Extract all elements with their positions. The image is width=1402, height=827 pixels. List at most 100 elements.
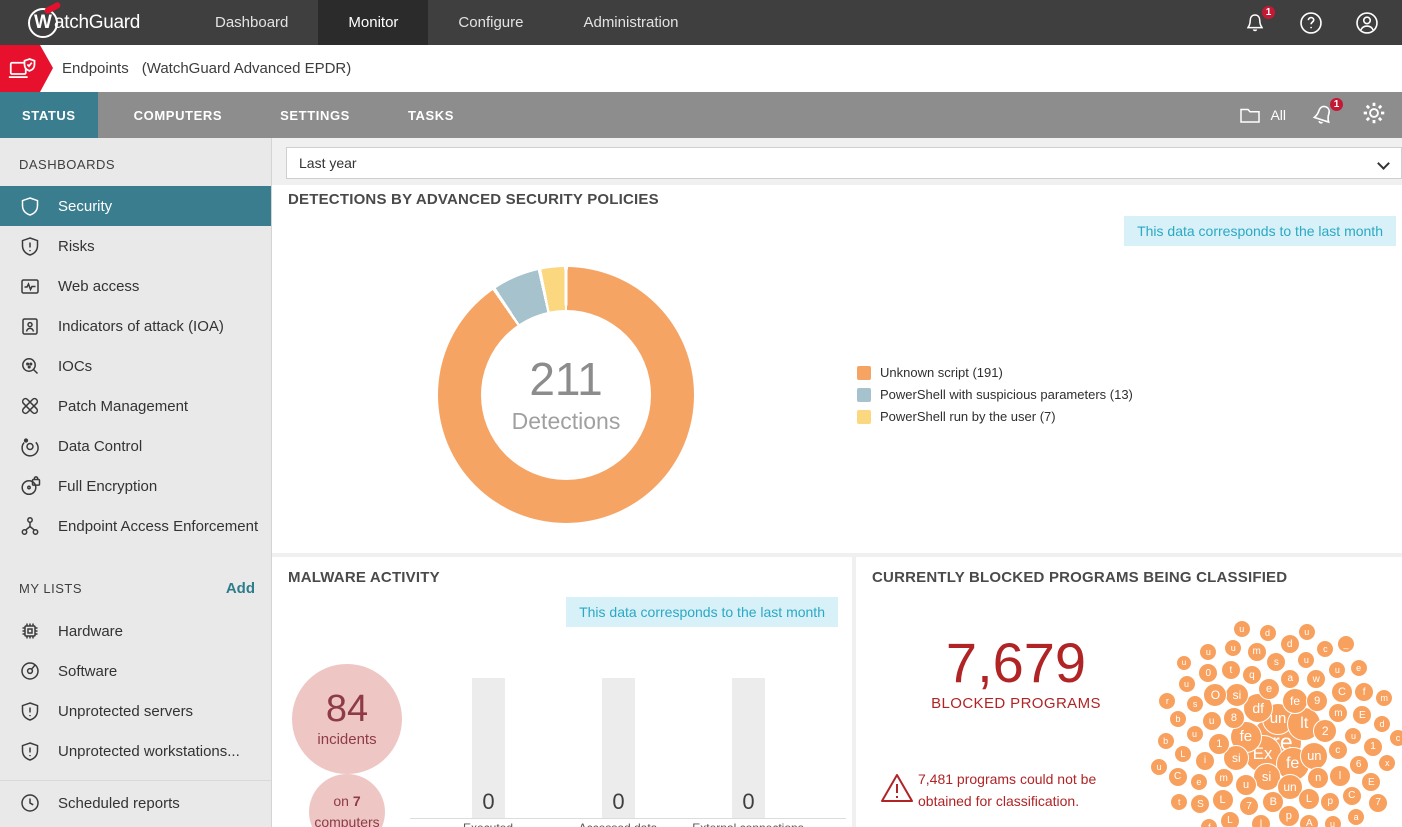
blocked-count-label: BLOCKED PROGRAMS [931, 695, 1101, 712]
sidebar-list-unprotected-workstations[interactable]: Unprotected workstations... [0, 731, 271, 771]
sidebar-item-iocs[interactable]: IOCs [0, 346, 271, 386]
tab-tasks[interactable]: TASKS [407, 107, 455, 123]
tab-status[interactable]: STATUS [0, 92, 98, 138]
sidebar-item-patch-management[interactable]: Patch Management [0, 386, 271, 426]
sidebar-item-web-access[interactable]: Web access [0, 266, 271, 306]
sidebar-list-unprotected-servers[interactable]: Unprotected servers [0, 691, 271, 731]
computers-line1: on 7 [333, 793, 361, 809]
blocked-program-bubble: c [1316, 640, 1335, 659]
filter-bar: Last year [272, 138, 1402, 185]
sidebar-list-software[interactable]: Software [0, 651, 271, 691]
shield-alert-icon [21, 237, 39, 256]
blocked-program-bubble: _ [1336, 635, 1355, 654]
blocked-program-bubble: t [1170, 793, 1189, 812]
legend-row: PowerShell with suspicious parameters (1… [857, 387, 1133, 402]
endpoints-flag-button[interactable] [0, 45, 53, 92]
sidebar-list-hardware[interactable]: Hardware [0, 611, 271, 651]
blocked-title: CURRENTLY BLOCKED PROGRAMS BEING CLASSIF… [872, 569, 1288, 586]
folder-icon [1240, 108, 1261, 123]
blocked-program-bubble: L [1297, 788, 1320, 811]
sidebar-footer-scheduled-reports[interactable]: Scheduled reports [0, 781, 271, 825]
blocked-program-bubble: d [1279, 634, 1300, 655]
blocked-program-bubble: 1 [1208, 733, 1231, 756]
detections-total-label: Detections [511, 407, 621, 434]
blocked-program-bubble: C [1167, 766, 1188, 787]
group-filter-button[interactable]: All [1238, 103, 1286, 127]
blocked-program-bubble: b [1156, 731, 1175, 750]
blocked-program-bubble: u [1344, 726, 1363, 745]
sidebar-item-data-control[interactable]: Data Control [0, 426, 271, 466]
alerts-button[interactable]: 1 [1310, 96, 1345, 128]
main-content: Last year DETECTIONS BY ADVANCED SECURIT… [272, 138, 1402, 827]
notifications-button[interactable]: 1 [1242, 3, 1277, 36]
blocked-program-bubble: C [1330, 680, 1353, 703]
blocked-count: 7,679 [945, 631, 1087, 694]
orbit-icon [21, 438, 39, 457]
nav-item-monitor[interactable]: Monitor [318, 0, 429, 45]
sidebar-item-label: IOCs [58, 357, 93, 375]
nav-item-dashboard[interactable]: Dashboard [215, 14, 289, 31]
blocked-program-bubble: d [1372, 715, 1391, 734]
malware-bar-value: 0 [482, 789, 495, 814]
sidebar-item-label: Software [58, 662, 118, 680]
malware-bar-label: Executed [408, 821, 568, 827]
detections-panel: DETECTIONS BY ADVANCED SECURITY POLICIES… [272, 185, 1402, 553]
blocked-program-bubble: r [1158, 692, 1177, 711]
help-button[interactable] [1298, 10, 1324, 36]
blocked-program-bubble: u [1150, 757, 1169, 776]
breadcrumb-product: Endpoints [62, 60, 129, 77]
blocked-program-bubble: m [1375, 689, 1394, 708]
malware-bar [472, 678, 505, 818]
blocked-program-bubble: f [1200, 818, 1219, 827]
dashboards-header: DASHBOARDS [0, 138, 271, 186]
sidebar-item-label: Patch Management [58, 397, 189, 415]
blocked-program-bubble: u [1235, 773, 1258, 796]
blocked-program-bubble: f [1354, 682, 1375, 703]
sidebar-item-risks[interactable]: Risks [0, 226, 271, 266]
blocked-program-bubble: s [1186, 694, 1205, 713]
donut-center: 211 Detections [481, 310, 651, 480]
network-icon [21, 517, 39, 535]
blocked-program-bubble: x [1378, 753, 1397, 772]
logo-circle: W [28, 7, 58, 38]
sidebar-dashboards-list: Security Risks Web access Indicators of att… [0, 186, 271, 546]
malware-bar [732, 678, 765, 818]
legend-row: Unknown script (191) [857, 365, 1133, 380]
period-select[interactable]: Last year [286, 147, 1402, 179]
legend-row: PowerShell run by the user (7) [857, 409, 1133, 424]
user-icon [1356, 11, 1378, 34]
sidebar-item-endpoint-access-enforcement[interactable]: Endpoint Access Enforcement [0, 506, 271, 546]
blocked-program-bubble: i [1195, 750, 1216, 771]
sidebar-item-label: Hardware [58, 622, 124, 640]
detections-title: DETECTIONS BY ADVANCED SECURITY POLICIES [288, 191, 659, 208]
blocked-program-bubble: c [1388, 729, 1402, 748]
laptop-shield-icon [8, 57, 36, 78]
nav-item-configure[interactable]: Configure [458, 14, 524, 31]
sidebar-item-label: Indicators of attack (IOA) [58, 317, 224, 335]
add-list-link[interactable]: Add [225, 580, 255, 597]
sidebar-item-indicators-of-attack-ioa[interactable]: Indicators of attack (IOA) [0, 306, 271, 346]
shield-alert-icon [21, 702, 39, 721]
blocked-program-bubble: 7 [1239, 796, 1259, 817]
tab-computers[interactable]: COMPUTERS [133, 107, 223, 123]
blocked-program-bubble: E [1361, 772, 1382, 793]
blocked-program-bubble: si [1252, 762, 1281, 791]
my-lists-header-label: MY LISTS [19, 581, 83, 596]
blocked-program-bubble: m [1213, 768, 1234, 789]
bars-axis-line [410, 818, 846, 819]
detections-legend: Unknown script (191) PowerShell with susp… [857, 365, 1133, 431]
search-dots-icon [22, 358, 39, 375]
sidebar-item-security[interactable]: Security [0, 186, 271, 226]
notification-badge: 1 [1260, 3, 1277, 21]
tab-settings[interactable]: SETTINGS [280, 107, 350, 123]
blocked-program-bubble: u [1185, 725, 1204, 744]
group-filter-label: All [1270, 107, 1286, 123]
blocked-program-bubble: n [1307, 766, 1330, 789]
watchguard-logo: W atchGuard [0, 0, 185, 45]
detections-data-badge: This data corresponds to the last month [1124, 216, 1396, 246]
blocked-program-bubble: u [1297, 622, 1316, 641]
settings-gear-button[interactable] [1360, 99, 1388, 132]
nav-item-administration[interactable]: Administration [583, 14, 679, 31]
sidebar-item-full-encryption[interactable]: Full Encryption [0, 466, 271, 506]
account-button[interactable] [1354, 10, 1380, 36]
